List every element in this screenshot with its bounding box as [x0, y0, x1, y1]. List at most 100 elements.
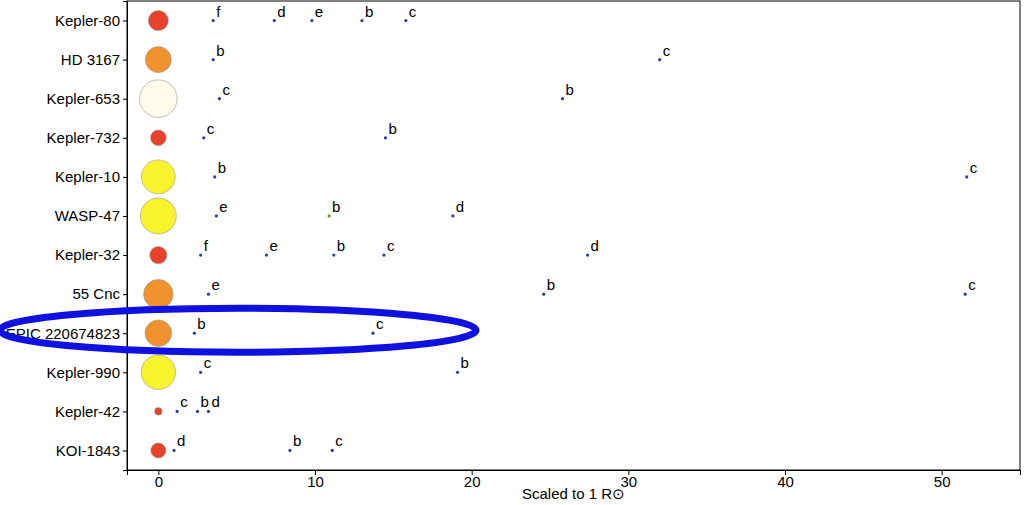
planet-label: c [968, 276, 976, 293]
planet-label: c [207, 120, 215, 137]
planet [207, 293, 210, 296]
planet [196, 410, 199, 413]
planet [212, 19, 215, 22]
y-tick: Kepler-42 [55, 403, 127, 420]
y-tick-label: Kepler-732 [47, 129, 120, 146]
planet [310, 19, 313, 22]
star [151, 443, 166, 458]
star [141, 355, 175, 389]
y-tick: Kepler-80 [55, 12, 127, 29]
star [145, 320, 172, 347]
planet [382, 253, 385, 256]
y-tick-label: HD 3167 [61, 51, 120, 68]
planet [193, 332, 196, 335]
y-tick-mark [123, 294, 127, 295]
star [150, 246, 167, 263]
y-tick: Kepler-10 [55, 168, 127, 185]
y-tick-mark [123, 333, 127, 334]
y-tick: Kepler-653 [47, 90, 127, 107]
chart: fdebcbccbcbbcebdfebcdebcbccbcbddbc010203… [0, 0, 1024, 505]
planet [199, 371, 202, 374]
planet-label: b [337, 237, 345, 254]
y-tick-label: KOI-1843 [56, 442, 120, 459]
star [145, 47, 171, 73]
planet-label: c [409, 3, 417, 20]
y-tick-mark [123, 99, 127, 100]
x-axis-line [128, 471, 1021, 476]
y-tick-label: Kepler-42 [55, 403, 120, 420]
planet-label: b [216, 42, 224, 59]
y-tick-mark [123, 372, 127, 373]
planet-label: e [211, 276, 219, 293]
y-tick-label: Kepler-32 [55, 246, 120, 263]
y-tick-mark [123, 60, 127, 61]
x-tick: 10 [307, 470, 324, 490]
star [148, 11, 168, 31]
y-tick-mark [123, 138, 127, 139]
y-tick-mark [123, 216, 127, 217]
planet [202, 136, 205, 139]
planet-label: b [365, 3, 373, 20]
y-tick: Kepler-32 [55, 246, 127, 263]
y-tick: WASP-47 [55, 207, 127, 224]
y-tick-label: WASP-47 [55, 207, 120, 224]
planet-label: c [387, 237, 395, 254]
y-tick: HD 3167 [61, 51, 127, 68]
planet [212, 58, 215, 61]
x-tick-label: 50 [934, 473, 951, 490]
x-tick-label: 0 [155, 473, 163, 490]
planet-label: e [219, 198, 227, 215]
y-tick-label: Kepler-990 [47, 364, 120, 381]
plot-area: fdebcbccbcbbcebdfebcdebcbccbcbddbc010203… [6, 1, 1021, 490]
planet [176, 410, 179, 413]
star [151, 130, 167, 146]
planet-label: d [211, 393, 219, 410]
x-tick: 0 [155, 470, 163, 490]
y-tick: 55 Cnc [72, 285, 127, 302]
planet-labels: fdebcbccbcbbcebdfebcdebcbccbcbddbc [177, 3, 978, 450]
planet [542, 293, 545, 296]
y-axis: Kepler-80 HD 3167 Kepler-653 Kepler-732 Kepl… [6, 2, 128, 471]
x-tick: 40 [777, 470, 794, 490]
planet-label: c [376, 315, 384, 332]
planet [561, 97, 564, 100]
x-tick: 20 [464, 470, 481, 490]
plot-frame [127, 1, 1020, 470]
planet [288, 449, 291, 452]
planet-label: c [180, 393, 188, 410]
planet-label: c [222, 81, 230, 98]
planet [964, 293, 967, 296]
y-tick: Kepler-990 [47, 364, 127, 381]
planet [456, 371, 459, 374]
y-tick-mark [123, 177, 127, 178]
y-tick-label: Kepler-10 [55, 168, 120, 185]
star [144, 279, 173, 308]
y-tick-label: Kepler-80 [55, 12, 120, 29]
y-tick-mark [123, 255, 127, 256]
x-axis-title: Scaled to 1 R⊙ [522, 485, 625, 502]
planet-label: d [277, 3, 285, 20]
star [140, 80, 178, 118]
y-tick-mark [123, 411, 127, 412]
planet [331, 449, 334, 452]
planet-label: b [389, 120, 397, 137]
y-tick: KOI-1843 [56, 442, 127, 459]
planet [328, 214, 331, 217]
planet [404, 19, 407, 22]
planet [658, 58, 661, 61]
planet-label: d [456, 198, 464, 215]
planet [172, 449, 175, 452]
planet-label: e [315, 3, 323, 20]
star [155, 408, 163, 416]
planet [371, 332, 374, 335]
planet-label: b [332, 198, 340, 215]
planet [213, 175, 216, 178]
planet [332, 253, 335, 256]
planet [218, 97, 221, 100]
planet [360, 19, 363, 22]
x-tick-label: 40 [777, 473, 794, 490]
planet [384, 136, 387, 139]
planet [265, 253, 268, 256]
y-tick-label: Kepler-653 [47, 90, 120, 107]
planet-label: b [293, 432, 301, 449]
